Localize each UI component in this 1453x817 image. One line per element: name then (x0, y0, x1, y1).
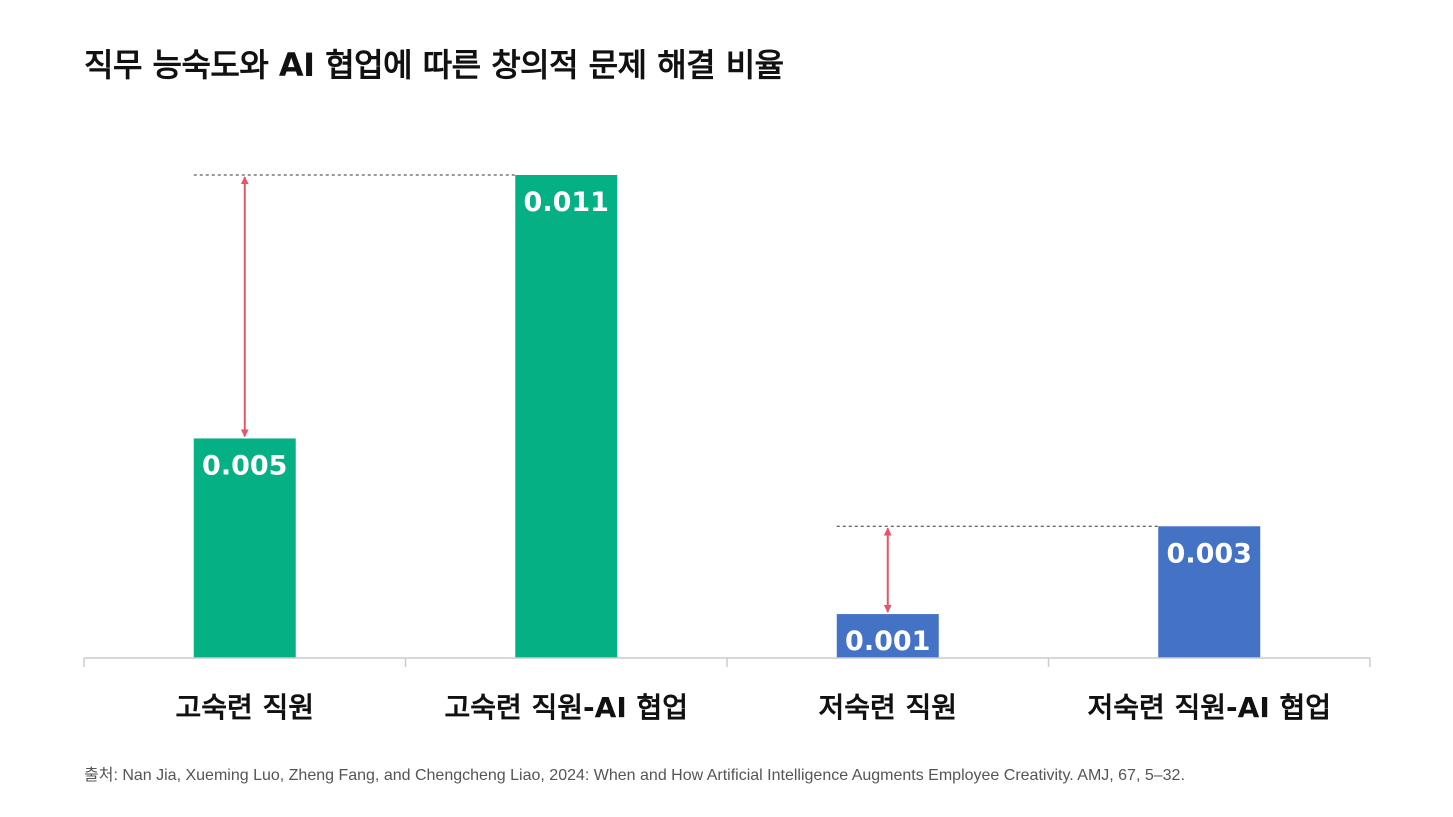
bar-4 (1158, 526, 1261, 658)
chart-title: 직무 능숙도와 AI 협업에 따른 창의적 문제 해결 비율 (84, 46, 784, 84)
bar-value-label-3: 0.001 (845, 626, 930, 657)
x-tick-label-1: 고숙련 직원 (175, 691, 314, 724)
bar-value-label-4: 0.003 (1167, 538, 1252, 569)
bar-2 (515, 175, 618, 658)
bar-value-label-1: 0.005 (202, 450, 287, 481)
x-tick-label-4: 저숙련 직원-AI 협업 (1087, 691, 1331, 724)
x-tick-label-2: 고숙련 직원-AI 협업 (444, 691, 688, 724)
x-tick-label-3: 저숙련 직원 (818, 691, 957, 724)
bar-3 (836, 614, 939, 658)
source-citation: 출처: Nan Jia, Xueming Luo, Zheng Fang, an… (84, 767, 1185, 784)
bar-value-label-2: 0.011 (524, 187, 609, 218)
bar-1 (193, 438, 296, 658)
